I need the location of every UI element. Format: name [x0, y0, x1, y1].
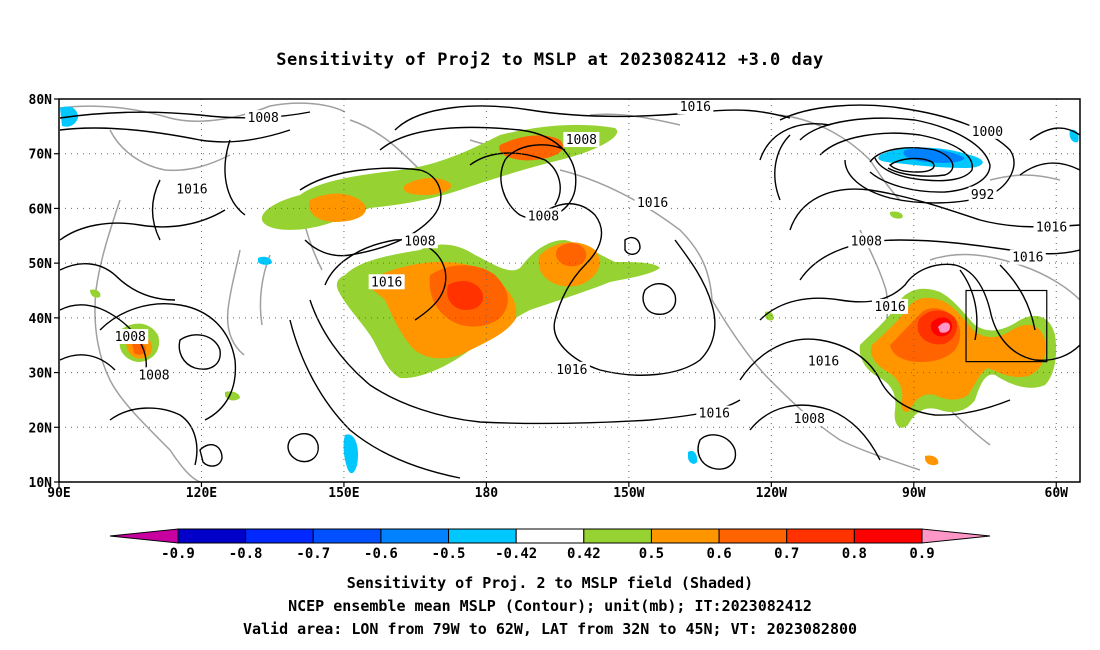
contour-label: 1016 — [371, 275, 402, 290]
contour-label: 1008 — [115, 330, 146, 345]
contour-label: 1008 — [138, 368, 169, 383]
colorbar-low-triangle — [109, 528, 179, 544]
plot-frame — [58, 98, 1081, 483]
contour-label-bg — [677, 99, 714, 115]
contour-label: 1008 — [794, 412, 825, 427]
contour-label: 992 — [971, 188, 994, 203]
contour-label-bg — [848, 233, 885, 249]
lon-tick-label: 60W — [1045, 486, 1069, 501]
lon-tick-label: 150W — [613, 486, 644, 501]
colorbar-high-triangle — [921, 528, 991, 544]
contour-label-bg — [135, 367, 172, 383]
colorbar-swatch — [583, 528, 652, 544]
colorbar-label: 0.9 — [909, 546, 934, 562]
mslp-contours — [59, 104, 1080, 479]
contour-label: 1016 — [176, 182, 207, 197]
map-title: Sensitivity of Proj2 to MSLP at 20230824… — [276, 50, 824, 70]
contour-label-bg — [1009, 249, 1046, 265]
colorbar-label: -0.8 — [229, 546, 263, 562]
contour-label: 1008 — [566, 133, 597, 148]
contour-label-bg — [525, 208, 562, 224]
lon-tick-label: 150E — [328, 486, 359, 501]
contour-labels: 1008 1016 1008 1000 992 1016 1008 1016 1008 1016 1… — [112, 99, 1070, 427]
contour-label-bg — [872, 298, 909, 314]
colorbar-swatch — [245, 528, 314, 544]
contour-label-bg — [1033, 219, 1070, 235]
contour-label-bg — [968, 186, 997, 202]
contour-label: 1016 — [637, 196, 668, 211]
contour-label-bg — [245, 110, 282, 126]
lon-tick-label: 90E — [47, 486, 70, 501]
lon-tick-label: 120E — [186, 486, 217, 501]
lat-tick-label: 40N — [29, 312, 53, 327]
colorbar-swatch — [177, 528, 247, 544]
contour-label: 1008 — [851, 234, 882, 249]
colorbar-swatch — [515, 528, 585, 544]
colorbar-swatch — [853, 528, 923, 544]
contour-label-bg — [401, 233, 438, 249]
contour-label: 1016 — [680, 100, 711, 115]
colorbar-swatch — [718, 528, 788, 544]
colorbar: -0.9 -0.8 -0.7 -0.6 -0.5 -0.42 0.42 0.5 0.6 0.7 0.… — [109, 528, 991, 562]
lat-tick-label: 10N — [29, 476, 53, 491]
lat-tick-label: 60N — [29, 202, 53, 217]
contour-label-bg — [805, 353, 842, 369]
lon-tick-label: 180 — [475, 486, 499, 501]
contour-label-bg — [173, 181, 210, 197]
contour-label-bg — [553, 361, 590, 377]
contour-label: 1016 — [556, 363, 587, 378]
contour-label-bg — [563, 132, 600, 148]
colorbar-label: -0.6 — [364, 546, 398, 562]
lat-tick-label: 20N — [29, 421, 53, 436]
colorbar-label: -0.42 — [495, 546, 537, 562]
colorbar-label: 0.5 — [639, 546, 664, 562]
caption-line-3: Valid area: LON from 79W to 62W, LAT fro… — [242, 620, 858, 638]
contour-label-bg — [112, 329, 149, 345]
contour-label: 1000 — [972, 125, 1003, 140]
colorbar-label: 0.42 — [567, 546, 601, 562]
colorbar-label: -0.7 — [296, 546, 330, 562]
contour-label: 1008 — [528, 210, 559, 225]
contour-label: 1016 — [874, 300, 905, 315]
colorbar-swatch — [312, 528, 382, 544]
valid-area-box — [965, 289, 1048, 363]
contour-label-bg — [634, 194, 671, 210]
lon-tick-label: 120W — [756, 486, 787, 501]
contour-label-bg — [969, 123, 1006, 139]
caption-line-1: Sensitivity of Proj. 2 to MSLP field (Sh… — [346, 574, 754, 592]
contour-label-bg — [368, 274, 405, 290]
contour-label-bg — [791, 411, 828, 427]
colorbar-label: -0.9 — [161, 546, 195, 562]
sensitivity-shading — [60, 106, 1079, 474]
colorbar-swatch — [650, 528, 720, 544]
coastlines — [59, 102, 1080, 482]
colorbar-swatch — [448, 528, 517, 544]
contour-label: 1016 — [808, 355, 839, 370]
lon-tick-label: 90W — [902, 486, 926, 501]
lat-tick-label: 50N — [29, 257, 53, 272]
contour-label: 1016 — [699, 407, 730, 422]
lat-tick-label: 70N — [29, 148, 53, 163]
contour-label-bg — [696, 405, 733, 421]
contour-label: 1016 — [1012, 251, 1043, 266]
contour-label: 1008 — [248, 111, 279, 126]
colorbar-label: -0.5 — [432, 546, 466, 562]
colorbar-swatch — [786, 528, 855, 544]
colorbar-label: 0.8 — [842, 546, 867, 562]
colorbar-swatch — [380, 528, 450, 544]
contour-label: 1008 — [404, 234, 435, 249]
lat-tick-label: 80N — [29, 93, 53, 108]
colorbar-label: 0.7 — [774, 546, 799, 562]
caption-line-2: NCEP ensemble mean MSLP (Contour); unit(… — [288, 597, 812, 615]
contour-label: 1016 — [1036, 221, 1067, 236]
lat-tick-label: 30N — [29, 367, 53, 382]
colorbar-label: 0.6 — [706, 546, 731, 562]
